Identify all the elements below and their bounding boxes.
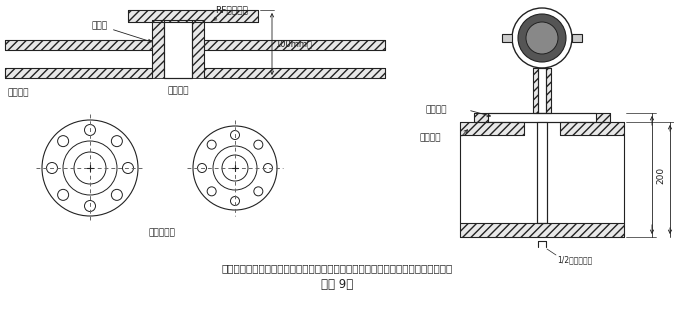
- Polygon shape: [164, 20, 192, 78]
- Text: 管道外壁: 管道外壁: [420, 134, 441, 142]
- Polygon shape: [560, 122, 624, 135]
- Polygon shape: [538, 68, 546, 113]
- Polygon shape: [596, 113, 610, 122]
- Text: 配套短管: 配套短管: [426, 105, 448, 115]
- Polygon shape: [460, 223, 624, 237]
- Polygon shape: [128, 10, 258, 22]
- Polygon shape: [546, 68, 551, 113]
- Polygon shape: [488, 113, 596, 122]
- Polygon shape: [5, 68, 152, 78]
- Text: 200: 200: [656, 167, 665, 183]
- Polygon shape: [204, 40, 385, 50]
- Polygon shape: [537, 122, 547, 223]
- Polygon shape: [192, 20, 204, 78]
- Circle shape: [518, 14, 566, 62]
- Text: 焊接点: 焊接点: [92, 21, 152, 43]
- Polygon shape: [533, 68, 538, 113]
- Polygon shape: [5, 40, 152, 50]
- Polygon shape: [460, 122, 524, 135]
- Polygon shape: [152, 20, 164, 78]
- Text: 100mm高: 100mm高: [275, 39, 312, 49]
- Polygon shape: [204, 68, 385, 78]
- Text: 管道中心线: 管道中心线: [148, 228, 175, 237]
- Polygon shape: [502, 34, 512, 42]
- Text: 1/2测量管外径: 1/2测量管外径: [557, 255, 592, 264]
- Text: RF配套法兰: RF配套法兰: [213, 5, 248, 20]
- Text: （图 9）: （图 9）: [321, 278, 353, 290]
- Text: 插入式流量计短管制作、安装示意图，根据流量计算采用不同的法兰及短管公称直径: 插入式流量计短管制作、安装示意图，根据流量计算采用不同的法兰及短管公称直径: [221, 263, 453, 273]
- Polygon shape: [572, 34, 582, 42]
- Text: 工艺管道: 工艺管道: [7, 88, 28, 97]
- Circle shape: [526, 22, 558, 54]
- Polygon shape: [474, 113, 488, 122]
- Text: 焊接短管: 焊接短管: [167, 86, 189, 95]
